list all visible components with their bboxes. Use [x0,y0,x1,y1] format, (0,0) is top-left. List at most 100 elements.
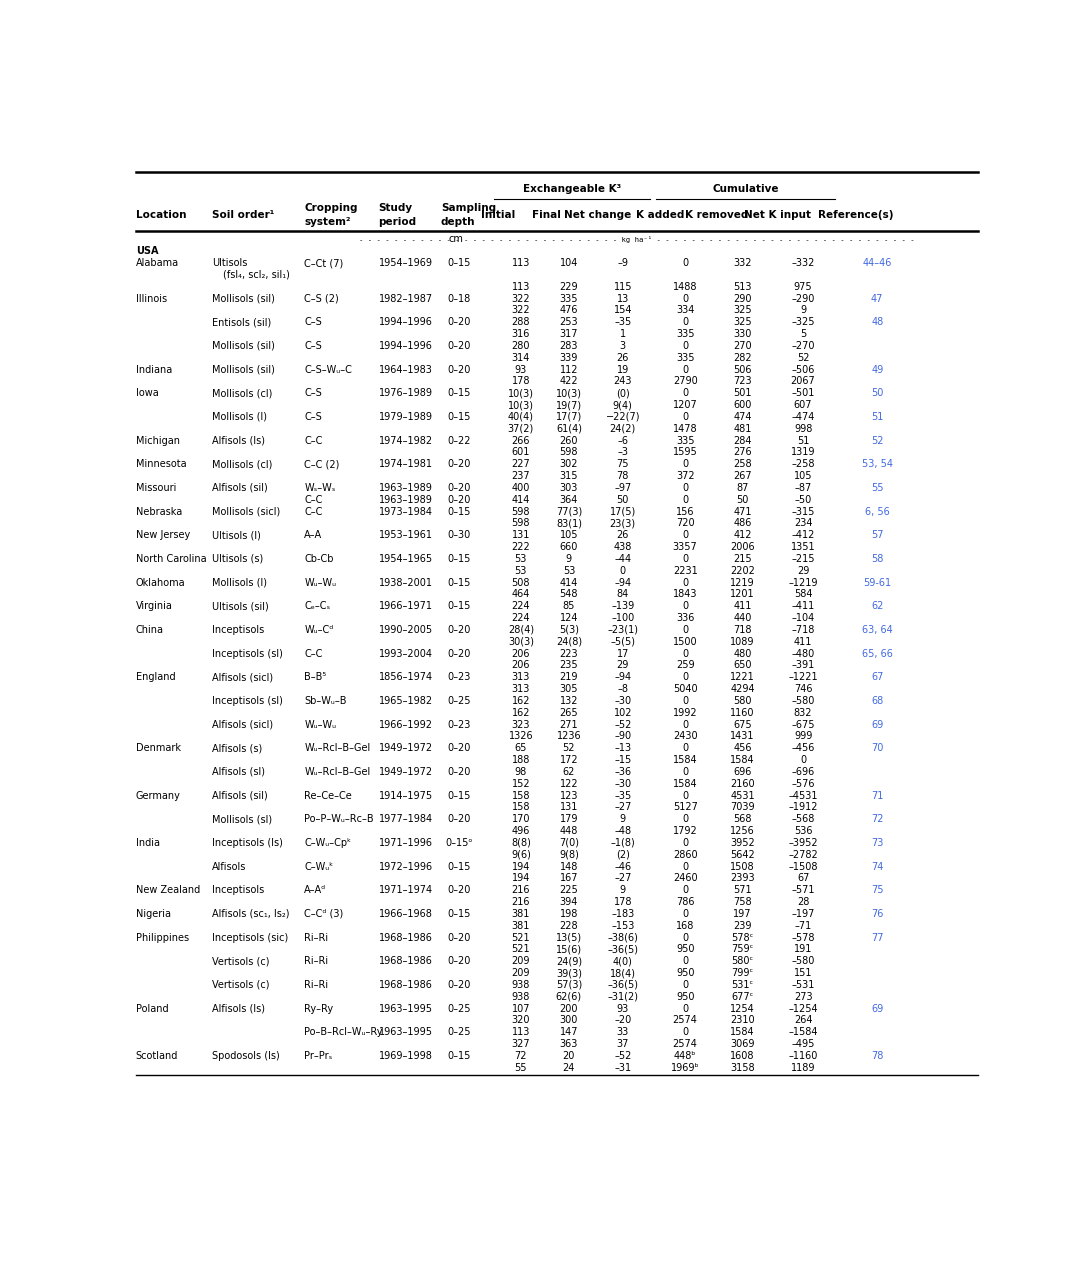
Text: 2231: 2231 [673,566,698,576]
Text: 1792: 1792 [673,826,698,836]
Text: 50: 50 [871,388,884,399]
Text: –6: –6 [617,436,628,446]
Text: 191: 191 [794,944,812,954]
Text: Initial: Initial [480,210,515,220]
Text: C–Cᵈ (3): C–Cᵈ (3) [304,909,343,919]
Text: 1201: 1201 [730,589,754,599]
Text: 601: 601 [512,448,530,458]
Text: 1584: 1584 [673,779,698,788]
Text: 335: 335 [676,436,695,446]
Text: 7(0): 7(0) [559,838,579,847]
Text: –94: –94 [614,673,632,683]
Text: 3158: 3158 [730,1062,754,1073]
Text: 30(3): 30(3) [508,637,534,647]
Text: 302: 302 [560,459,578,469]
Text: –474: –474 [791,412,815,422]
Text: 0–20: 0–20 [448,625,471,635]
Text: 381: 381 [512,909,530,919]
Text: –104: –104 [791,613,814,624]
Text: 1966–1971: 1966–1971 [378,602,433,611]
Text: –46: –46 [614,862,632,872]
Text: Inceptisols (sic): Inceptisols (sic) [212,932,288,943]
Text: 0–15: 0–15 [448,388,471,399]
Text: Minnesota: Minnesota [136,459,187,469]
Text: 998: 998 [794,424,812,433]
Text: Study: Study [378,203,413,212]
Text: 57(3): 57(3) [555,980,582,990]
Text: 1994–1996: 1994–1996 [378,341,433,351]
Text: 339: 339 [560,352,578,363]
Text: 122: 122 [560,779,578,788]
Text: 115: 115 [613,282,632,292]
Text: –36(5): –36(5) [608,944,638,954]
Text: C–S: C–S [304,412,322,422]
Text: 52: 52 [871,436,884,446]
Text: –5(5): –5(5) [610,637,635,647]
Text: 414: 414 [560,577,578,588]
Text: C–Wᵤ–Cpᵏ: C–Wᵤ–Cpᵏ [304,838,351,847]
Text: 282: 282 [733,352,752,363]
Text: 0–20: 0–20 [448,743,471,754]
Text: 283: 283 [560,341,578,351]
Text: 305: 305 [560,684,578,694]
Text: 325: 325 [733,306,752,315]
Text: 62: 62 [563,766,575,777]
Text: Wᵤ–Rcl–B–Gel: Wᵤ–Rcl–B–Gel [304,743,371,754]
Text: Virginia: Virginia [136,602,173,611]
Text: 0: 0 [800,755,807,765]
Text: 598: 598 [512,507,530,517]
Text: 57: 57 [871,530,884,540]
Text: 0–25: 0–25 [448,1003,471,1013]
Text: 1974–1981: 1974–1981 [378,459,433,469]
Text: Ultisols (s): Ultisols (s) [212,554,263,565]
Text: 270: 270 [733,341,752,351]
Text: North Carolina: North Carolina [136,554,207,565]
Text: 13(5): 13(5) [555,932,582,943]
Text: 746: 746 [794,684,812,694]
Text: 147: 147 [560,1028,578,1038]
Text: 1843: 1843 [673,589,698,599]
Text: 85: 85 [563,602,575,611]
Text: B–B⁵: B–B⁵ [304,673,326,683]
Text: Cb-Cb: Cb-Cb [304,554,334,565]
Text: 58: 58 [871,554,884,565]
Text: 411: 411 [794,637,812,647]
Text: 548: 548 [560,589,578,599]
Text: C–C: C–C [304,648,323,658]
Text: 0–25: 0–25 [448,696,471,706]
Text: 1938–2001: 1938–2001 [378,577,433,588]
Text: 113: 113 [512,282,530,292]
Text: Oklahoma: Oklahoma [136,577,186,588]
Text: 75: 75 [871,885,884,895]
Text: 0–20: 0–20 [448,885,471,895]
Text: 600: 600 [734,400,751,410]
Text: 223: 223 [560,648,578,658]
Text: 580ᶜ: 580ᶜ [732,957,753,966]
Text: Ri–Ri: Ri–Ri [304,957,328,966]
Text: –675: –675 [791,720,815,729]
Text: Net K input: Net K input [745,210,811,220]
Text: –94: –94 [614,577,632,588]
Text: 271: 271 [560,720,578,729]
Text: 53: 53 [514,566,527,576]
Text: 1584: 1584 [730,1028,754,1038]
Text: 481: 481 [734,424,751,433]
Text: C–C: C–C [304,507,323,517]
Text: 84: 84 [616,589,629,599]
Text: A–Aᵈ: A–Aᵈ [304,885,326,895]
Text: 364: 364 [560,495,578,505]
Text: 59-61: 59-61 [863,577,891,588]
Text: Indiana: Indiana [136,365,172,374]
Text: 1954–1969: 1954–1969 [378,258,433,267]
Text: 578ᶜ: 578ᶜ [732,932,753,943]
Text: 224: 224 [512,613,530,624]
Text: –568: –568 [791,814,815,824]
Text: 53: 53 [514,554,527,565]
Text: 0–15: 0–15 [448,1051,471,1061]
Text: Ri–Ri: Ri–Ri [304,980,328,990]
Text: 132: 132 [560,696,578,706]
Text: 1977–1984: 1977–1984 [378,814,433,824]
Text: 1319: 1319 [791,448,815,458]
Text: –153: –153 [611,921,635,931]
Text: Cₑ–Cₛ: Cₑ–Cₛ [304,602,330,611]
